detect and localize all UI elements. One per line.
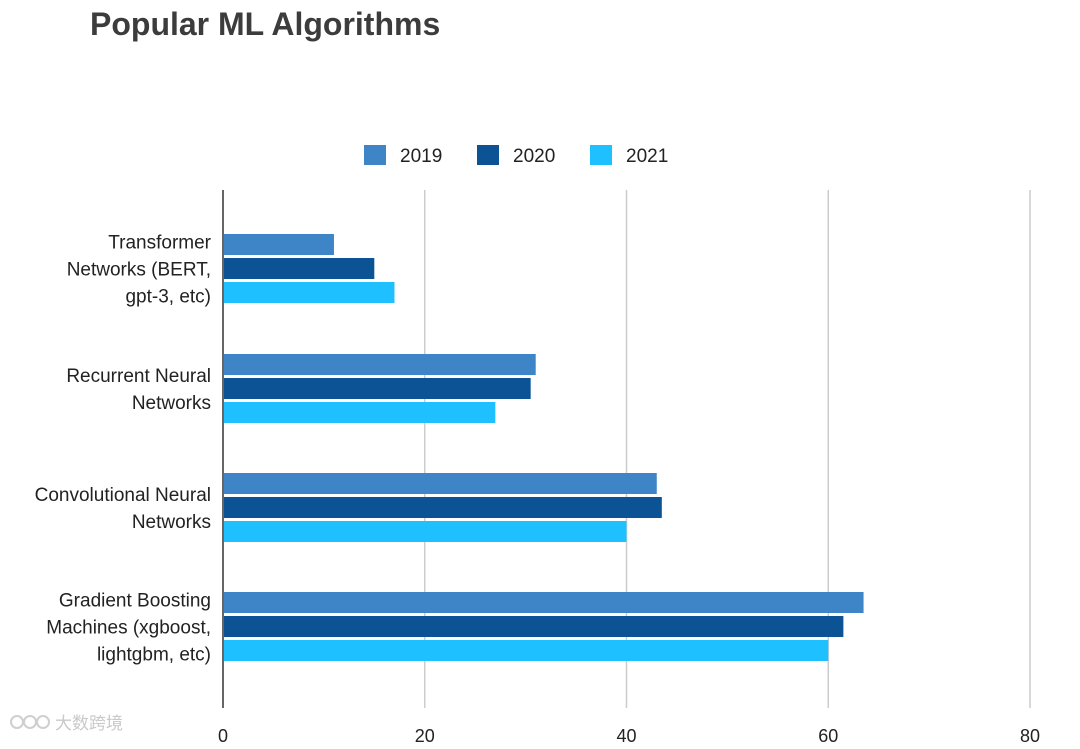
- bar-2020-cat1: [224, 258, 375, 279]
- bar-2021-cat3: [224, 521, 627, 542]
- x-axis-ticks: 0 20 40 60 80: [218, 726, 1040, 746]
- x-tick-label: 40: [616, 726, 636, 746]
- bar-2019-cat1: [224, 234, 334, 255]
- bar-2020-cat3: [224, 497, 662, 518]
- category-label: Gradient Boosting Machines (xgboost, light…: [46, 591, 211, 666]
- bars: [224, 234, 864, 661]
- bar-2020-cat2: [224, 378, 531, 399]
- x-tick-label: 20: [415, 726, 435, 746]
- legend-swatch-2021: [590, 145, 612, 165]
- chart-title: Popular ML Algorithms: [90, 6, 441, 42]
- bar-2019-cat4: [224, 592, 864, 613]
- legend-swatch-2020: [477, 145, 499, 165]
- category-label: Convolutional Neural Networks: [35, 485, 211, 533]
- x-tick-label: 80: [1020, 726, 1040, 746]
- legend-swatch-2019: [364, 145, 386, 165]
- legend-label-2021: 2021: [626, 146, 668, 167]
- bar-2021-cat2: [224, 402, 496, 423]
- bar-2019-cat2: [224, 354, 536, 375]
- category-label: Transformer Networks (BERT, gpt-3, etc): [67, 233, 212, 308]
- category-label: Recurrent Neural Networks: [66, 366, 211, 414]
- bar-2021-cat1: [224, 282, 395, 303]
- bar-2021-cat4: [224, 640, 829, 661]
- watermark: 大数跨境: [10, 714, 123, 734]
- x-tick-label: 0: [218, 726, 228, 746]
- watermark-text: 大数跨境: [55, 714, 123, 734]
- legend-label-2019: 2019: [400, 146, 442, 167]
- bar-2019-cat3: [224, 473, 657, 494]
- legend: 2019 2020 2021: [364, 145, 668, 167]
- x-tick-label: 60: [818, 726, 838, 746]
- bar-2020-cat4: [224, 616, 844, 637]
- category-labels: Transformer Networks (BERT, gpt-3, etc) Rec…: [35, 233, 212, 666]
- legend-label-2020: 2020: [513, 146, 555, 167]
